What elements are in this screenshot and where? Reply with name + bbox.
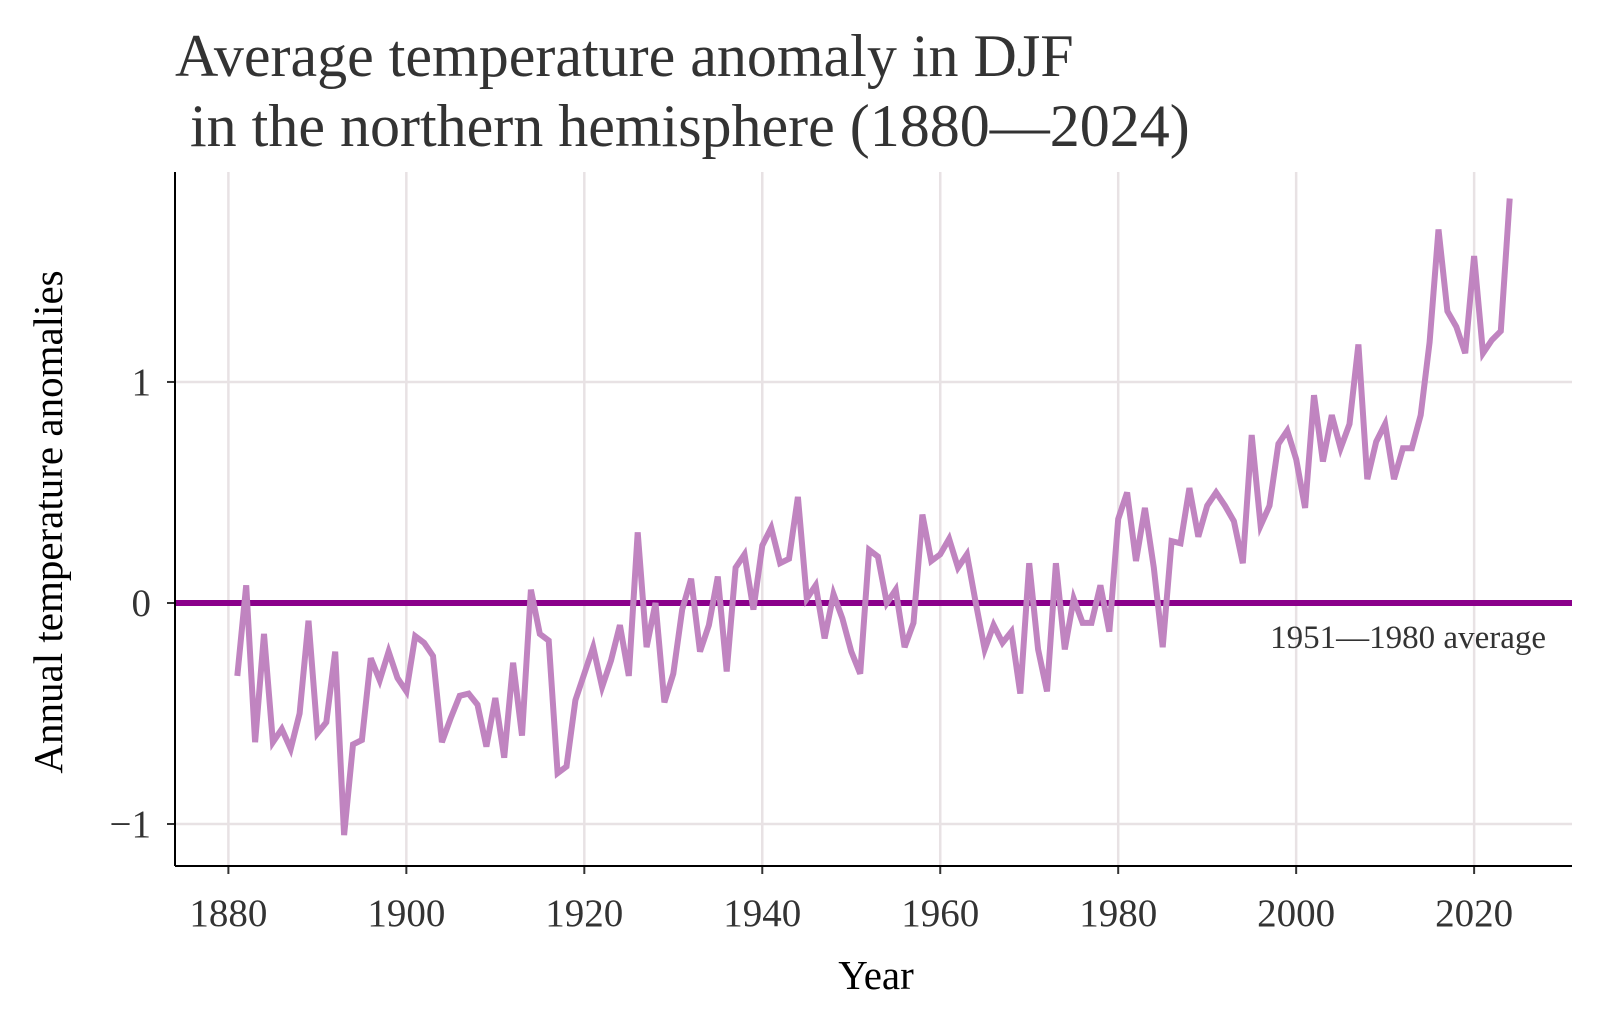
chart-title-line-1: Average temperature anomaly in DJF — [175, 23, 1074, 89]
x-tick-label-1880: 1880 — [189, 892, 267, 935]
x-tick-label-1920: 1920 — [545, 892, 623, 935]
y-tick-label-1: 0 — [132, 582, 152, 625]
y-axis-title: Annual temperature anomalies — [25, 270, 71, 773]
x-axis-title: Year — [838, 952, 914, 998]
x-tick-label-1960: 1960 — [901, 892, 979, 935]
series-group — [234, 198, 1513, 836]
x-tick-label-1900: 1900 — [367, 892, 445, 935]
axes: 1880 1900 1920 1940 1960 1980 2000 2020 −1 0 1 — [110, 172, 1572, 935]
chart-title-line-2: in the northern hemisphere (1880—2024) — [175, 93, 1190, 159]
x-tick-label-1940: 1940 — [723, 892, 801, 935]
x-tick-label-1980: 1980 — [1079, 892, 1157, 935]
grid-lines — [175, 172, 1572, 866]
x-tick-label-2000: 2000 — [1257, 892, 1335, 935]
reference-line-label: 1951—1980 average — [1270, 620, 1546, 656]
y-tick-label-0: −1 — [110, 803, 152, 846]
series-line-0 — [234, 198, 1513, 836]
y-tick-label-2: 1 — [132, 361, 152, 404]
x-tick-label-2020: 2020 — [1435, 892, 1513, 935]
